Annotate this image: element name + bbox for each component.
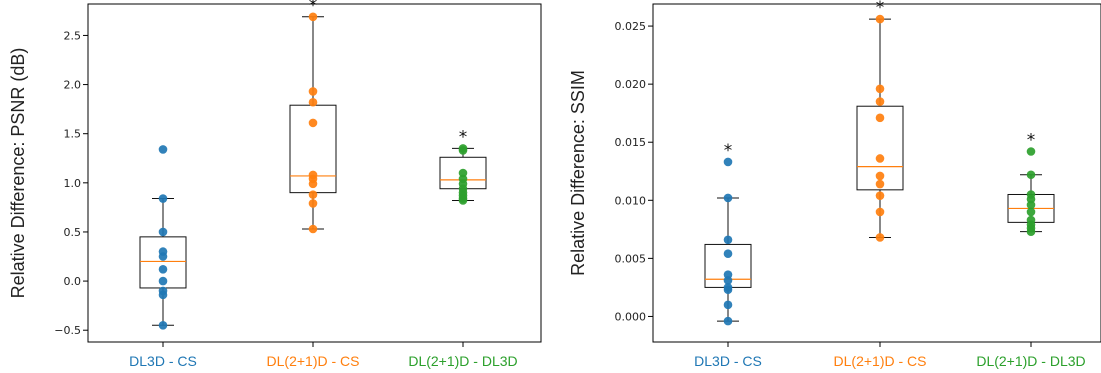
significance-marker: * xyxy=(459,127,468,147)
data-point xyxy=(308,190,318,199)
category-label: DL(2+1)D - DL3D xyxy=(976,353,1085,369)
data-point xyxy=(458,146,468,155)
data-point xyxy=(308,12,318,22)
y-tick-label: 0.0 xyxy=(64,275,82,288)
y-tick-label: 0.5 xyxy=(64,226,82,239)
y-tick-label: 1.0 xyxy=(64,177,82,190)
data-point xyxy=(875,154,885,163)
data-point xyxy=(158,320,168,330)
data-point xyxy=(875,171,885,181)
plot-frame xyxy=(87,3,542,343)
y-axis-label: Relative Difference: SSIM xyxy=(568,70,588,276)
significance-marker: * xyxy=(724,141,733,161)
data-point xyxy=(158,276,168,286)
psnr-panel: −0.5 0.0 0.5 1.0 1.5 2.0 2.5 Relative Differenc… xyxy=(8,0,542,369)
y-tick-label: 0.015 xyxy=(615,136,647,149)
data-point xyxy=(723,193,733,203)
y-tick-label: 0.000 xyxy=(615,310,647,323)
data-point xyxy=(308,87,318,96)
data-point xyxy=(458,168,468,178)
data-point xyxy=(158,145,168,154)
y-tick-label: 0.005 xyxy=(615,252,647,265)
y-tick-label: 0.020 xyxy=(615,78,647,91)
data-point xyxy=(158,264,168,274)
data-point xyxy=(1026,207,1036,217)
data-point xyxy=(875,113,885,123)
data-point xyxy=(723,235,733,245)
data-point xyxy=(1026,227,1036,236)
data-point xyxy=(1026,147,1036,156)
data-point xyxy=(158,290,168,300)
y-tick-label: 2.0 xyxy=(64,79,82,92)
data-point xyxy=(875,14,885,24)
iqr-box xyxy=(856,105,904,191)
data-point xyxy=(308,118,318,128)
data-point xyxy=(1026,200,1036,210)
significance-marker: * xyxy=(309,0,318,16)
category-label: DL3D - CS xyxy=(129,353,197,369)
data-point xyxy=(723,285,733,295)
data-point xyxy=(158,252,168,261)
data-point xyxy=(723,157,733,167)
y-tick-label: 0.010 xyxy=(615,194,647,207)
significance-marker: * xyxy=(876,0,885,18)
data-point xyxy=(158,194,168,203)
plot-frame xyxy=(652,3,1101,343)
data-point xyxy=(875,207,885,217)
data-point xyxy=(875,191,885,200)
y-tick-label: 1.5 xyxy=(64,128,82,141)
ssim-panel: 0.000 0.005 0.010 0.015 0.020 0.025 Relative D… xyxy=(568,0,1101,369)
data-point xyxy=(308,179,318,189)
category-label: DL(2+1)D - CS xyxy=(834,353,927,369)
data-point xyxy=(723,300,733,310)
y-tick-label: −0.5 xyxy=(54,324,81,337)
significance-marker: * xyxy=(1027,131,1036,151)
y-tick-label: 0.025 xyxy=(615,20,647,33)
data-point xyxy=(308,224,318,234)
data-point xyxy=(875,97,885,106)
data-point xyxy=(158,227,168,237)
y-axis-label: Relative Difference: PSNR (dB) xyxy=(8,48,28,299)
category-label: DL3D - CS xyxy=(694,353,762,369)
category-label: DL(2+1)D - DL3D xyxy=(408,353,517,369)
data-point xyxy=(723,249,733,259)
y-tick-label: 2.5 xyxy=(64,29,82,42)
data-point xyxy=(875,84,885,94)
data-point xyxy=(723,276,733,285)
data-point xyxy=(308,199,318,208)
data-point xyxy=(875,233,885,242)
data-point xyxy=(458,196,468,205)
category-label: DL(2+1)D - CS xyxy=(267,353,360,369)
data-point xyxy=(875,179,885,189)
data-point xyxy=(308,97,318,107)
data-point xyxy=(723,316,733,326)
data-point xyxy=(1026,170,1036,180)
